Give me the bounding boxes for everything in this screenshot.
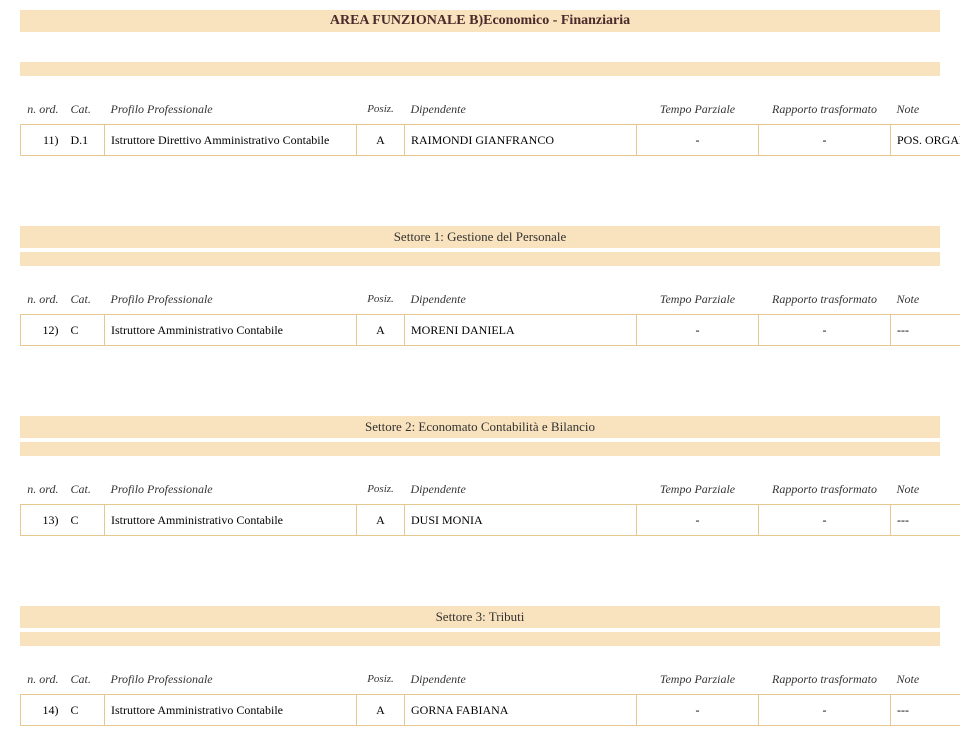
cell-prof: Istruttore Amministrativo Contabile — [105, 315, 357, 346]
cell-cat: C — [65, 695, 105, 726]
table-row: 12)CIstruttore Amministrativo ContabileA… — [21, 315, 960, 346]
col-header-tempo: Tempo Parziale — [637, 94, 759, 125]
col-header-cat: Cat. — [65, 94, 105, 125]
cell-dip: GORNA FABIANA — [405, 695, 637, 726]
section-title: Settore 2: Economato Contabilità e Bilan… — [20, 416, 940, 438]
cell-ord: 14) — [21, 695, 65, 726]
data-table: n. ord.Cat.Profilo ProfessionalePosiz.Di… — [20, 284, 960, 346]
cell-note: --- — [891, 315, 960, 346]
cell-note: --- — [891, 695, 960, 726]
cell-posiz: A — [357, 695, 405, 726]
cell-cat: C — [65, 315, 105, 346]
cell-ord: 11) — [21, 125, 65, 156]
cell-tempo: - — [637, 695, 759, 726]
section-band — [20, 632, 940, 646]
col-header-rapp: Rapporto trasformato — [759, 474, 891, 505]
col-header-rapp: Rapporto trasformato — [759, 664, 891, 695]
cell-prof: Istruttore Amministrativo Contabile — [105, 505, 357, 536]
cell-cat: D.1 — [65, 125, 105, 156]
col-header-cat: Cat. — [65, 664, 105, 695]
col-header-dip: Dipendente — [405, 284, 637, 315]
col-header-prof: Profilo Professionale — [105, 284, 357, 315]
cell-dip: DUSI MONIA — [405, 505, 637, 536]
cell-ord: 13) — [21, 505, 65, 536]
section-band — [20, 252, 940, 266]
cell-note: POS. ORGANIZZATIVA — [891, 125, 960, 156]
section-band — [20, 62, 940, 76]
cell-posiz: A — [357, 505, 405, 536]
col-header-posiz: Posiz. — [357, 94, 405, 125]
cell-tempo: - — [637, 315, 759, 346]
col-header-dip: Dipendente — [405, 474, 637, 505]
data-table: n. ord.Cat.Profilo ProfessionalePosiz.Di… — [20, 94, 960, 156]
section-band — [20, 442, 940, 456]
cell-rapp: - — [759, 505, 891, 536]
cell-tempo: - — [637, 125, 759, 156]
cell-dip: RAIMONDI GIANFRANCO — [405, 125, 637, 156]
cell-posiz: A — [357, 315, 405, 346]
section-title: Settore 1: Gestione del Personale — [20, 226, 940, 248]
col-header-ord: n. ord. — [21, 94, 65, 125]
cell-note: --- — [891, 505, 960, 536]
section-title: Settore 3: Tributi — [20, 606, 940, 628]
col-header-prof: Profilo Professionale — [105, 664, 357, 695]
cell-prof: Istruttore Direttivo Amministrativo Cont… — [105, 125, 357, 156]
col-header-note: Note — [891, 664, 960, 695]
col-header-posiz: Posiz. — [357, 664, 405, 695]
table-row: 14)CIstruttore Amministrativo ContabileA… — [21, 695, 960, 726]
data-table: n. ord.Cat.Profilo ProfessionalePosiz.Di… — [20, 664, 960, 726]
page-title: AREA FUNZIONALE B)Economico - Finanziari… — [20, 10, 940, 32]
cell-rapp: - — [759, 695, 891, 726]
col-header-dip: Dipendente — [405, 94, 637, 125]
col-header-posiz: Posiz. — [357, 474, 405, 505]
col-header-rapp: Rapporto trasformato — [759, 284, 891, 315]
cell-rapp: - — [759, 125, 891, 156]
col-header-note: Note — [891, 94, 960, 125]
col-header-ord: n. ord. — [21, 474, 65, 505]
table-row: 13)CIstruttore Amministrativo ContabileA… — [21, 505, 960, 536]
cell-dip: MORENI DANIELA — [405, 315, 637, 346]
cell-rapp: - — [759, 315, 891, 346]
table-row: 11)D.1Istruttore Direttivo Amministrativ… — [21, 125, 960, 156]
col-header-tempo: Tempo Parziale — [637, 474, 759, 505]
col-header-prof: Profilo Professionale — [105, 94, 357, 125]
col-header-dip: Dipendente — [405, 664, 637, 695]
col-header-ord: n. ord. — [21, 284, 65, 315]
col-header-rapp: Rapporto trasformato — [759, 94, 891, 125]
cell-prof: Istruttore Amministrativo Contabile — [105, 695, 357, 726]
col-header-note: Note — [891, 284, 960, 315]
col-header-cat: Cat. — [65, 284, 105, 315]
col-header-cat: Cat. — [65, 474, 105, 505]
cell-cat: C — [65, 505, 105, 536]
col-header-note: Note — [891, 474, 960, 505]
cell-ord: 12) — [21, 315, 65, 346]
data-table: n. ord.Cat.Profilo ProfessionalePosiz.Di… — [20, 474, 960, 536]
col-header-tempo: Tempo Parziale — [637, 284, 759, 315]
cell-posiz: A — [357, 125, 405, 156]
col-header-tempo: Tempo Parziale — [637, 664, 759, 695]
col-header-prof: Profilo Professionale — [105, 474, 357, 505]
col-header-posiz: Posiz. — [357, 284, 405, 315]
col-header-ord: n. ord. — [21, 664, 65, 695]
cell-tempo: - — [637, 505, 759, 536]
